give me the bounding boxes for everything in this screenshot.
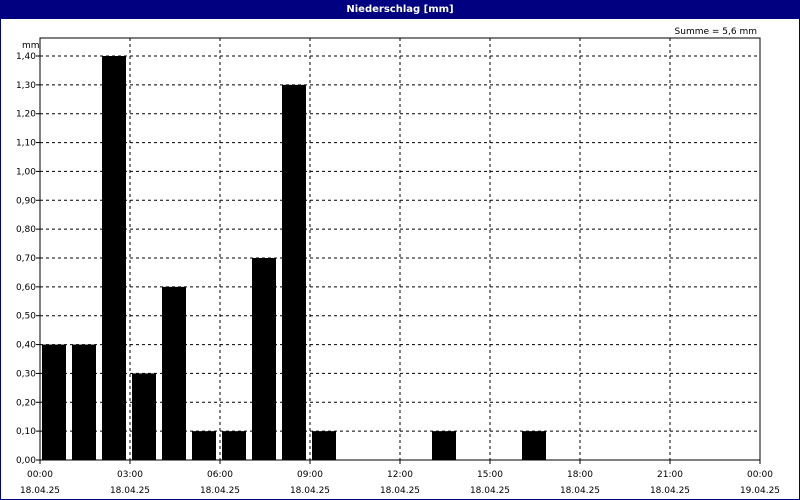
bar xyxy=(222,431,246,460)
x-tick-date: 18.04.25 xyxy=(200,486,240,496)
y-tick-label: 0,20 xyxy=(16,398,36,408)
y-tick-label: 0,80 xyxy=(16,225,36,235)
x-tick-date: 18.04.25 xyxy=(560,486,600,496)
x-tick-date: 18.04.25 xyxy=(290,486,330,496)
x-tick-labels: 00:00 18.04.25 03:00 18.04.25 06:00 18.04.25 0… xyxy=(20,470,780,496)
y-tick-label: 1,20 xyxy=(16,110,36,120)
bar xyxy=(432,431,456,460)
bar xyxy=(312,431,336,460)
x-tick-time: 15:00 xyxy=(477,470,503,480)
x-tick-time: 18:00 xyxy=(567,470,593,480)
axes xyxy=(36,37,761,464)
x-tick-date: 18.04.25 xyxy=(20,486,60,496)
y-tick-label: 0,50 xyxy=(16,312,36,322)
x-tick-time: 03:00 xyxy=(117,470,143,480)
y-tick-label: 0,60 xyxy=(16,283,36,293)
sum-annotation: Summe = 5,6 mm xyxy=(675,27,757,37)
x-tick-time: 09:00 xyxy=(297,470,323,480)
y-tick-label: 1,30 xyxy=(16,81,36,91)
x-tick-date: 18.04.25 xyxy=(380,486,420,496)
y-tick-label: 0,10 xyxy=(16,427,36,437)
grid-lines xyxy=(40,38,760,460)
x-tick-time: 21:00 xyxy=(657,470,683,480)
x-tick-time: 06:00 xyxy=(207,470,233,480)
bar xyxy=(282,84,306,460)
bar xyxy=(252,258,276,460)
y-tick-label: 1,10 xyxy=(16,139,36,149)
bar-series xyxy=(42,56,546,460)
x-tick-time: 12:00 xyxy=(387,470,413,480)
y-tick-label: 0,30 xyxy=(16,369,36,379)
bar xyxy=(102,56,126,460)
x-tick-time: 00:00 xyxy=(747,470,773,480)
y-tick-label: 1,40 xyxy=(16,52,36,62)
x-tick-date: 19.04.25 xyxy=(740,486,780,496)
bar xyxy=(72,344,96,460)
y-tick-label: 0,90 xyxy=(16,196,36,206)
chart-title: Niederschlag [mm] xyxy=(0,0,800,19)
y-tick-label: 0,40 xyxy=(16,341,36,351)
bar xyxy=(192,431,216,460)
y-tick-label: 1,00 xyxy=(16,167,36,177)
bar xyxy=(522,431,546,460)
bar xyxy=(162,286,186,460)
x-tick-date: 18.04.25 xyxy=(650,486,690,496)
x-tick-date: 18.04.25 xyxy=(470,486,510,496)
y-tick-label: 0,70 xyxy=(16,254,36,264)
y-tick-labels: 0,00 0,10 0,20 0,30 0,40 0,50 0,60 0,70 0,80 0,90… xyxy=(16,52,36,466)
bar xyxy=(132,373,156,460)
bar xyxy=(42,344,66,460)
plot-area-border xyxy=(39,37,761,461)
y-axis-unit: mm xyxy=(22,41,40,51)
y-tick-label: 0,00 xyxy=(16,456,36,466)
x-tick-date: 18.04.25 xyxy=(110,486,150,496)
x-tick-time: 00:00 xyxy=(27,470,53,480)
